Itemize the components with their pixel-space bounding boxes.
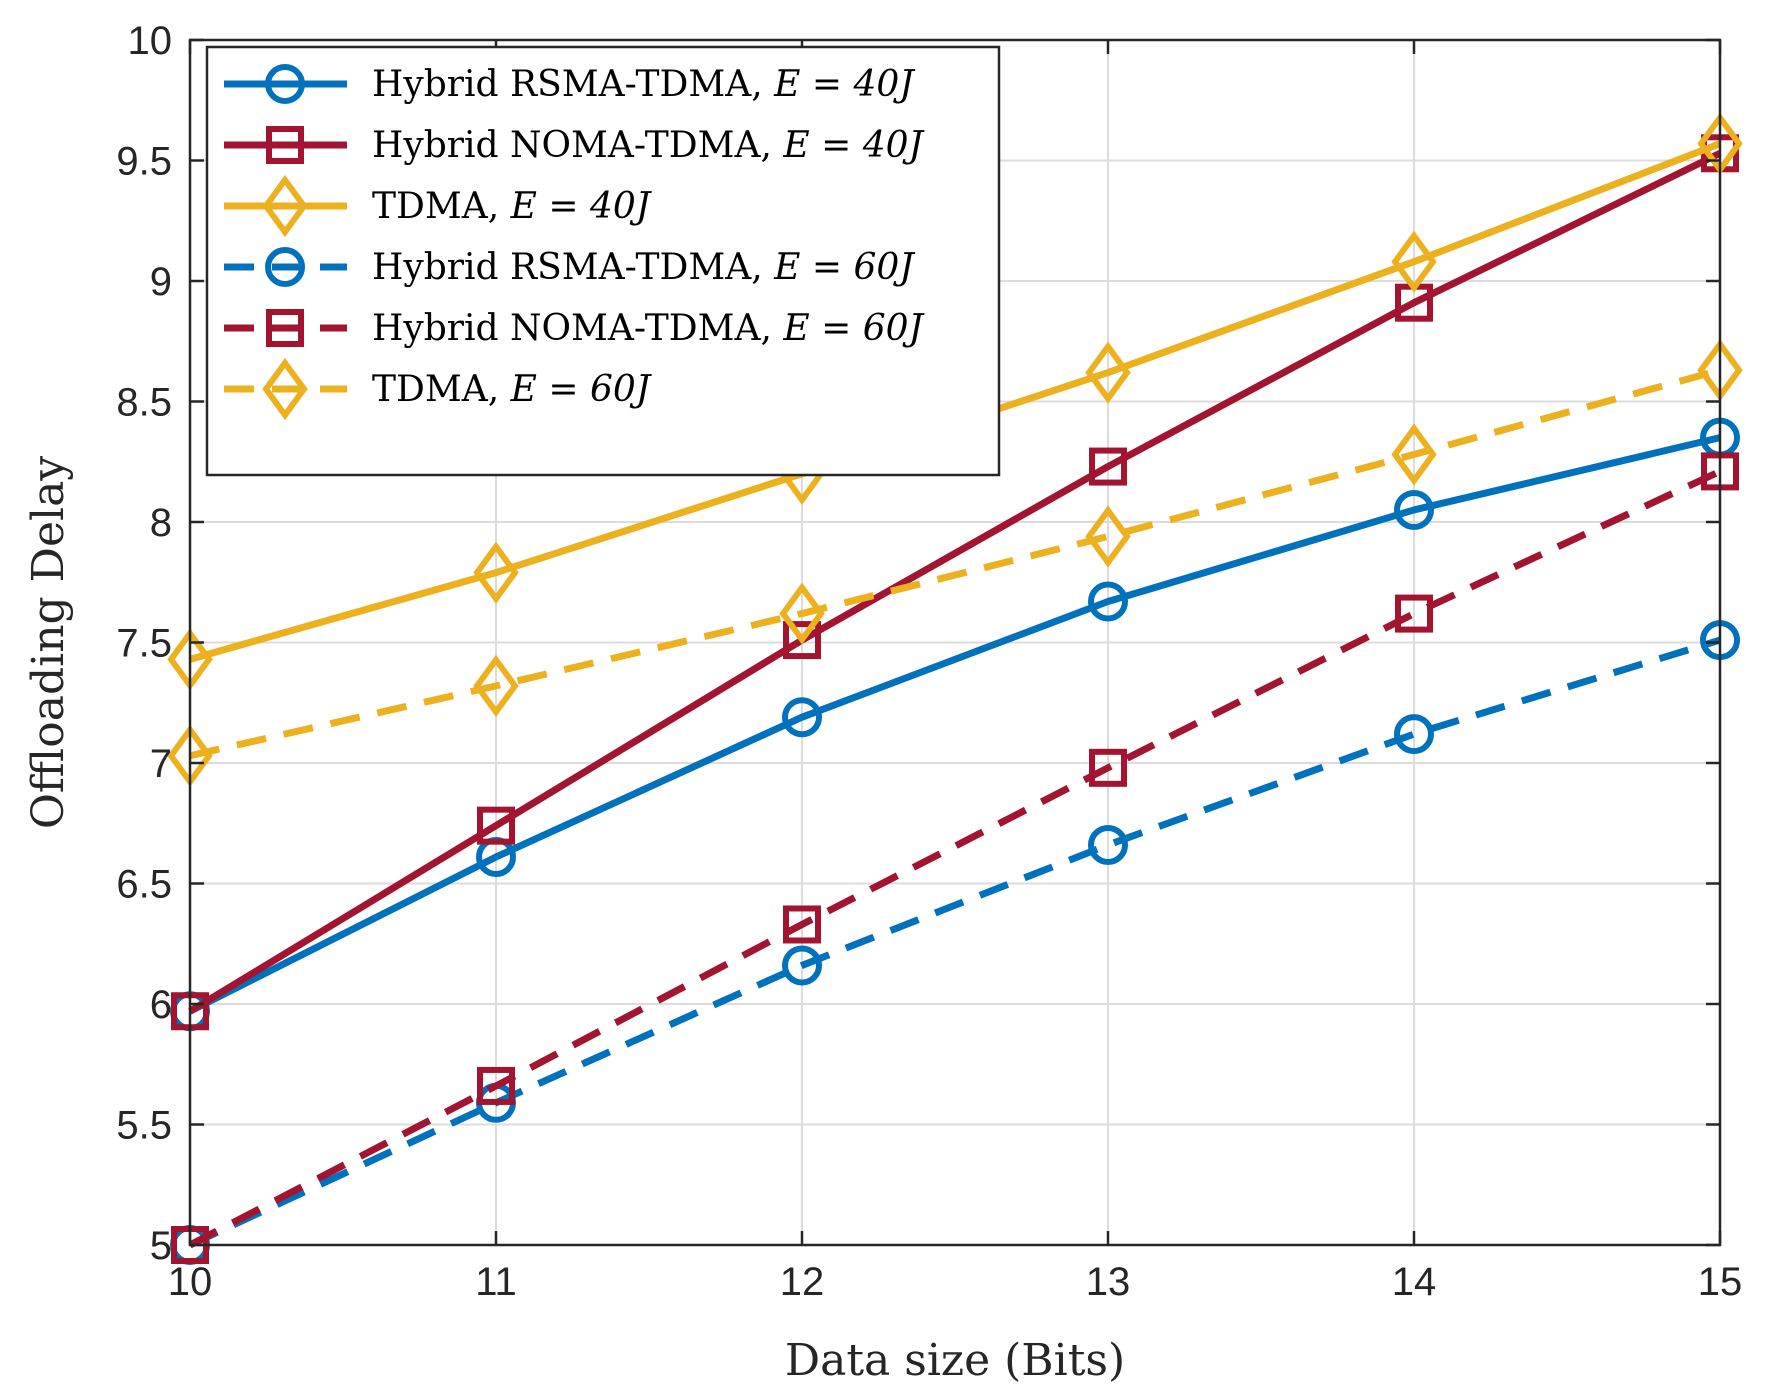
series-4-point-3	[1089, 748, 1127, 787]
series-1-point-2	[783, 621, 821, 660]
y-tick-label: 6	[150, 983, 172, 1027]
y-tick-label: 9	[150, 260, 172, 304]
legend-label-name-0: Hybrid RSMA-TDMA,	[372, 64, 774, 105]
series-3-point-2	[782, 945, 822, 986]
legend-label-4: Hybrid NOMA-TDMA, E = 60J	[372, 308, 926, 349]
y-tick-label: 8	[150, 501, 172, 545]
y-tick-label: 8.5	[116, 381, 172, 425]
series-line-1	[188, 150, 1722, 1015]
series-5-point-4	[1391, 423, 1437, 486]
legend-marker-2	[262, 174, 308, 238]
x-tick-label: 11	[475, 1260, 517, 1304]
legend-label-math-3: E = 60J	[773, 247, 916, 288]
series-4-point-1	[477, 1066, 515, 1105]
series-0-point-3	[1088, 581, 1128, 622]
x-tick-label: 12	[780, 1260, 825, 1304]
series-3-point-3	[1088, 824, 1128, 865]
legend-marker-1	[266, 126, 304, 164]
y-tick-label: 9.5	[116, 140, 172, 184]
series-layer	[167, 112, 1743, 1265]
legend-marker-4	[266, 309, 304, 347]
legend-label-0: Hybrid RSMA-TDMA, E = 40J	[372, 64, 916, 105]
legend-entry-0: Hybrid RSMA-TDMA, E = 40J	[224, 64, 916, 105]
series-0-point-2	[782, 697, 822, 738]
legend-label-name-5: TDMA,	[372, 369, 511, 410]
legend-marker-3	[265, 247, 305, 287]
legend-label-name-1: Hybrid NOMA-TDMA,	[372, 125, 783, 166]
legend-label-math-1: E = 40J	[782, 125, 925, 166]
legend-label-2: TDMA, E = 40J	[372, 186, 653, 227]
series-1-point-3	[1089, 447, 1127, 486]
legend-label-math-2: E = 40J	[510, 186, 653, 227]
x-tick-label: 15	[1698, 1260, 1743, 1304]
series-5-point-3	[1085, 505, 1131, 568]
y-tick-label: 6.5	[116, 863, 172, 907]
y-tick-label: 10	[128, 19, 173, 63]
legend-entry-1: Hybrid NOMA-TDMA, E = 40J	[224, 125, 926, 166]
series-2-point-3	[1085, 341, 1131, 404]
series-2-point-4	[1391, 230, 1437, 293]
legend-label-5: TDMA, E = 60J	[372, 369, 653, 410]
x-tick-label: 10	[168, 1260, 213, 1304]
ticks: 10 11 12 13 14 15 5 5.5 6 6.5 7 7.5 8 8.5 9 9.5 10	[116, 19, 1742, 1304]
legend-entry-4: Hybrid NOMA-TDMA, E = 60J	[224, 308, 926, 349]
series-3-point-4	[1394, 714, 1434, 755]
legend-label-name-3: Hybrid RSMA-TDMA,	[372, 247, 774, 288]
series-4-point-4	[1395, 594, 1433, 633]
y-axis-title: Offloading Delay	[23, 456, 74, 829]
y-tick-label: 7	[150, 742, 172, 786]
legend-label-math-4: E = 60J	[782, 308, 925, 349]
series-4-point-2	[783, 905, 821, 944]
x-tick-label: 14	[1392, 1260, 1437, 1304]
x-tick-label: 13	[1086, 1260, 1131, 1304]
series-line-5	[189, 366, 1721, 760]
y-tick-label: 5.5	[116, 1104, 172, 1148]
legend-label-name-2: TDMA,	[372, 186, 511, 227]
series-1-point-1	[477, 806, 515, 845]
x-axis-title: Data size (Bits)	[785, 1335, 1125, 1386]
series-line-3	[188, 636, 1722, 1249]
series-5-point-2	[779, 582, 825, 645]
legend-label-math-5: E = 60J	[510, 369, 653, 410]
series-5-point-1	[473, 654, 519, 717]
series-2-point-1	[473, 541, 519, 604]
legend-entry-3: Hybrid RSMA-TDMA, E = 60J	[224, 247, 916, 288]
legend-marker-5	[262, 357, 308, 421]
legend-label-math-0: E = 40J	[773, 64, 916, 105]
series-0-point-4	[1394, 489, 1434, 530]
legend-label-3: Hybrid RSMA-TDMA, E = 60J	[372, 247, 916, 288]
y-tick-label: 5	[150, 1224, 172, 1268]
legend-entry-5: TDMA, E = 60J	[224, 357, 653, 421]
legend-entry-2: TDMA, E = 40J	[224, 174, 653, 238]
legend-label-name-4: Hybrid NOMA-TDMA,	[372, 308, 783, 349]
legend-marker-0	[265, 64, 305, 104]
series-5	[167, 339, 1743, 787]
legend-box	[205, 45, 1001, 477]
series-line-0	[188, 434, 1721, 1015]
y-tick-label: 7.5	[116, 622, 172, 666]
legend-label-1: Hybrid NOMA-TDMA, E = 40J	[372, 125, 926, 166]
